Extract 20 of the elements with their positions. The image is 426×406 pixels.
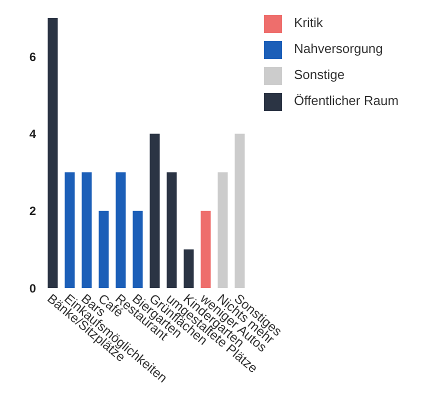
y-tick-label: 2 [29, 204, 36, 218]
bar [166, 172, 177, 288]
bar [98, 210, 109, 288]
y-tick-label: 6 [29, 50, 36, 64]
bar [132, 210, 143, 288]
bar [150, 134, 160, 288]
bar [184, 249, 194, 288]
bar [234, 134, 245, 288]
legend-label: Nahversorgung [294, 41, 383, 56]
bar [82, 172, 92, 288]
legend-label: Öffentlicher Raum [294, 93, 399, 108]
y-tick-label: 0 [29, 281, 36, 296]
y-tick-label: 4 [29, 126, 36, 141]
legend-label: Sonstige [294, 67, 345, 82]
bar [116, 172, 126, 288]
bar [218, 172, 228, 288]
bar [200, 210, 211, 288]
bar [48, 18, 58, 288]
bar [64, 172, 75, 288]
legend-label: Kritik [294, 15, 323, 30]
